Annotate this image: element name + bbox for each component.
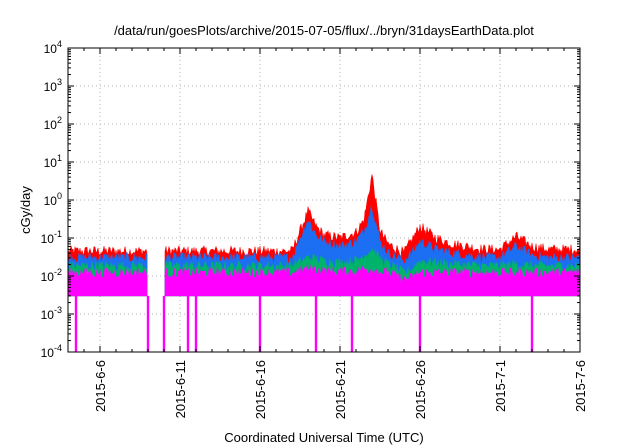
dropout-mark [186,295,190,352]
dropout-mark [258,295,262,352]
y-tick-label: 10-3 [41,305,62,322]
dropout-mark [350,295,354,352]
chart-title: /data/run/goesPlots/archive/2015-07-05/f… [114,23,534,38]
x-tick-label: 2015-7-1 [493,360,508,412]
dropout-mark [194,295,198,352]
y-tick-label: 103 [44,77,62,94]
y-tick-label: 10-2 [41,267,62,284]
y-tick-label: 10-4 [41,343,62,360]
dropout-mark [162,295,166,352]
dropout-mark [146,295,150,352]
grid [68,48,580,352]
y-tick-label: 102 [44,115,62,132]
x-tick-label: 2015-6-6 [93,360,108,412]
x-tick-label: 2015-6-21 [333,360,348,419]
x-tick-label: 2015-6-11 [173,360,188,418]
x-tick-label: 2015-6-16 [253,360,268,419]
y-tick-label: 100 [44,191,62,208]
dropout-mark [314,295,318,352]
x-tick-label: 2015-6-26 [413,360,428,419]
series-4 [68,264,580,297]
dropout-mark [530,295,534,352]
y-tick-label: 101 [44,153,62,170]
series-4-area [68,264,580,297]
y-tick-label: 10-1 [41,229,62,246]
dropout-mark [74,295,78,352]
y-axis: 10-4 10-3 10-2 10-1 100 101 102 103 104 [41,39,580,360]
series-layer [68,174,580,352]
x-tick-label: 2015-7-6 [573,360,588,412]
y-tick-label: 104 [44,39,62,56]
y-axis-label: cGy/day [18,186,33,234]
dropout-mark [418,295,422,352]
x-axis-label: Coordinated Universal Time (UTC) [224,430,423,445]
x-axis: 2015-6-6 2015-6-11 2015-6-16 2015-6-21 2015-… [67,48,588,419]
